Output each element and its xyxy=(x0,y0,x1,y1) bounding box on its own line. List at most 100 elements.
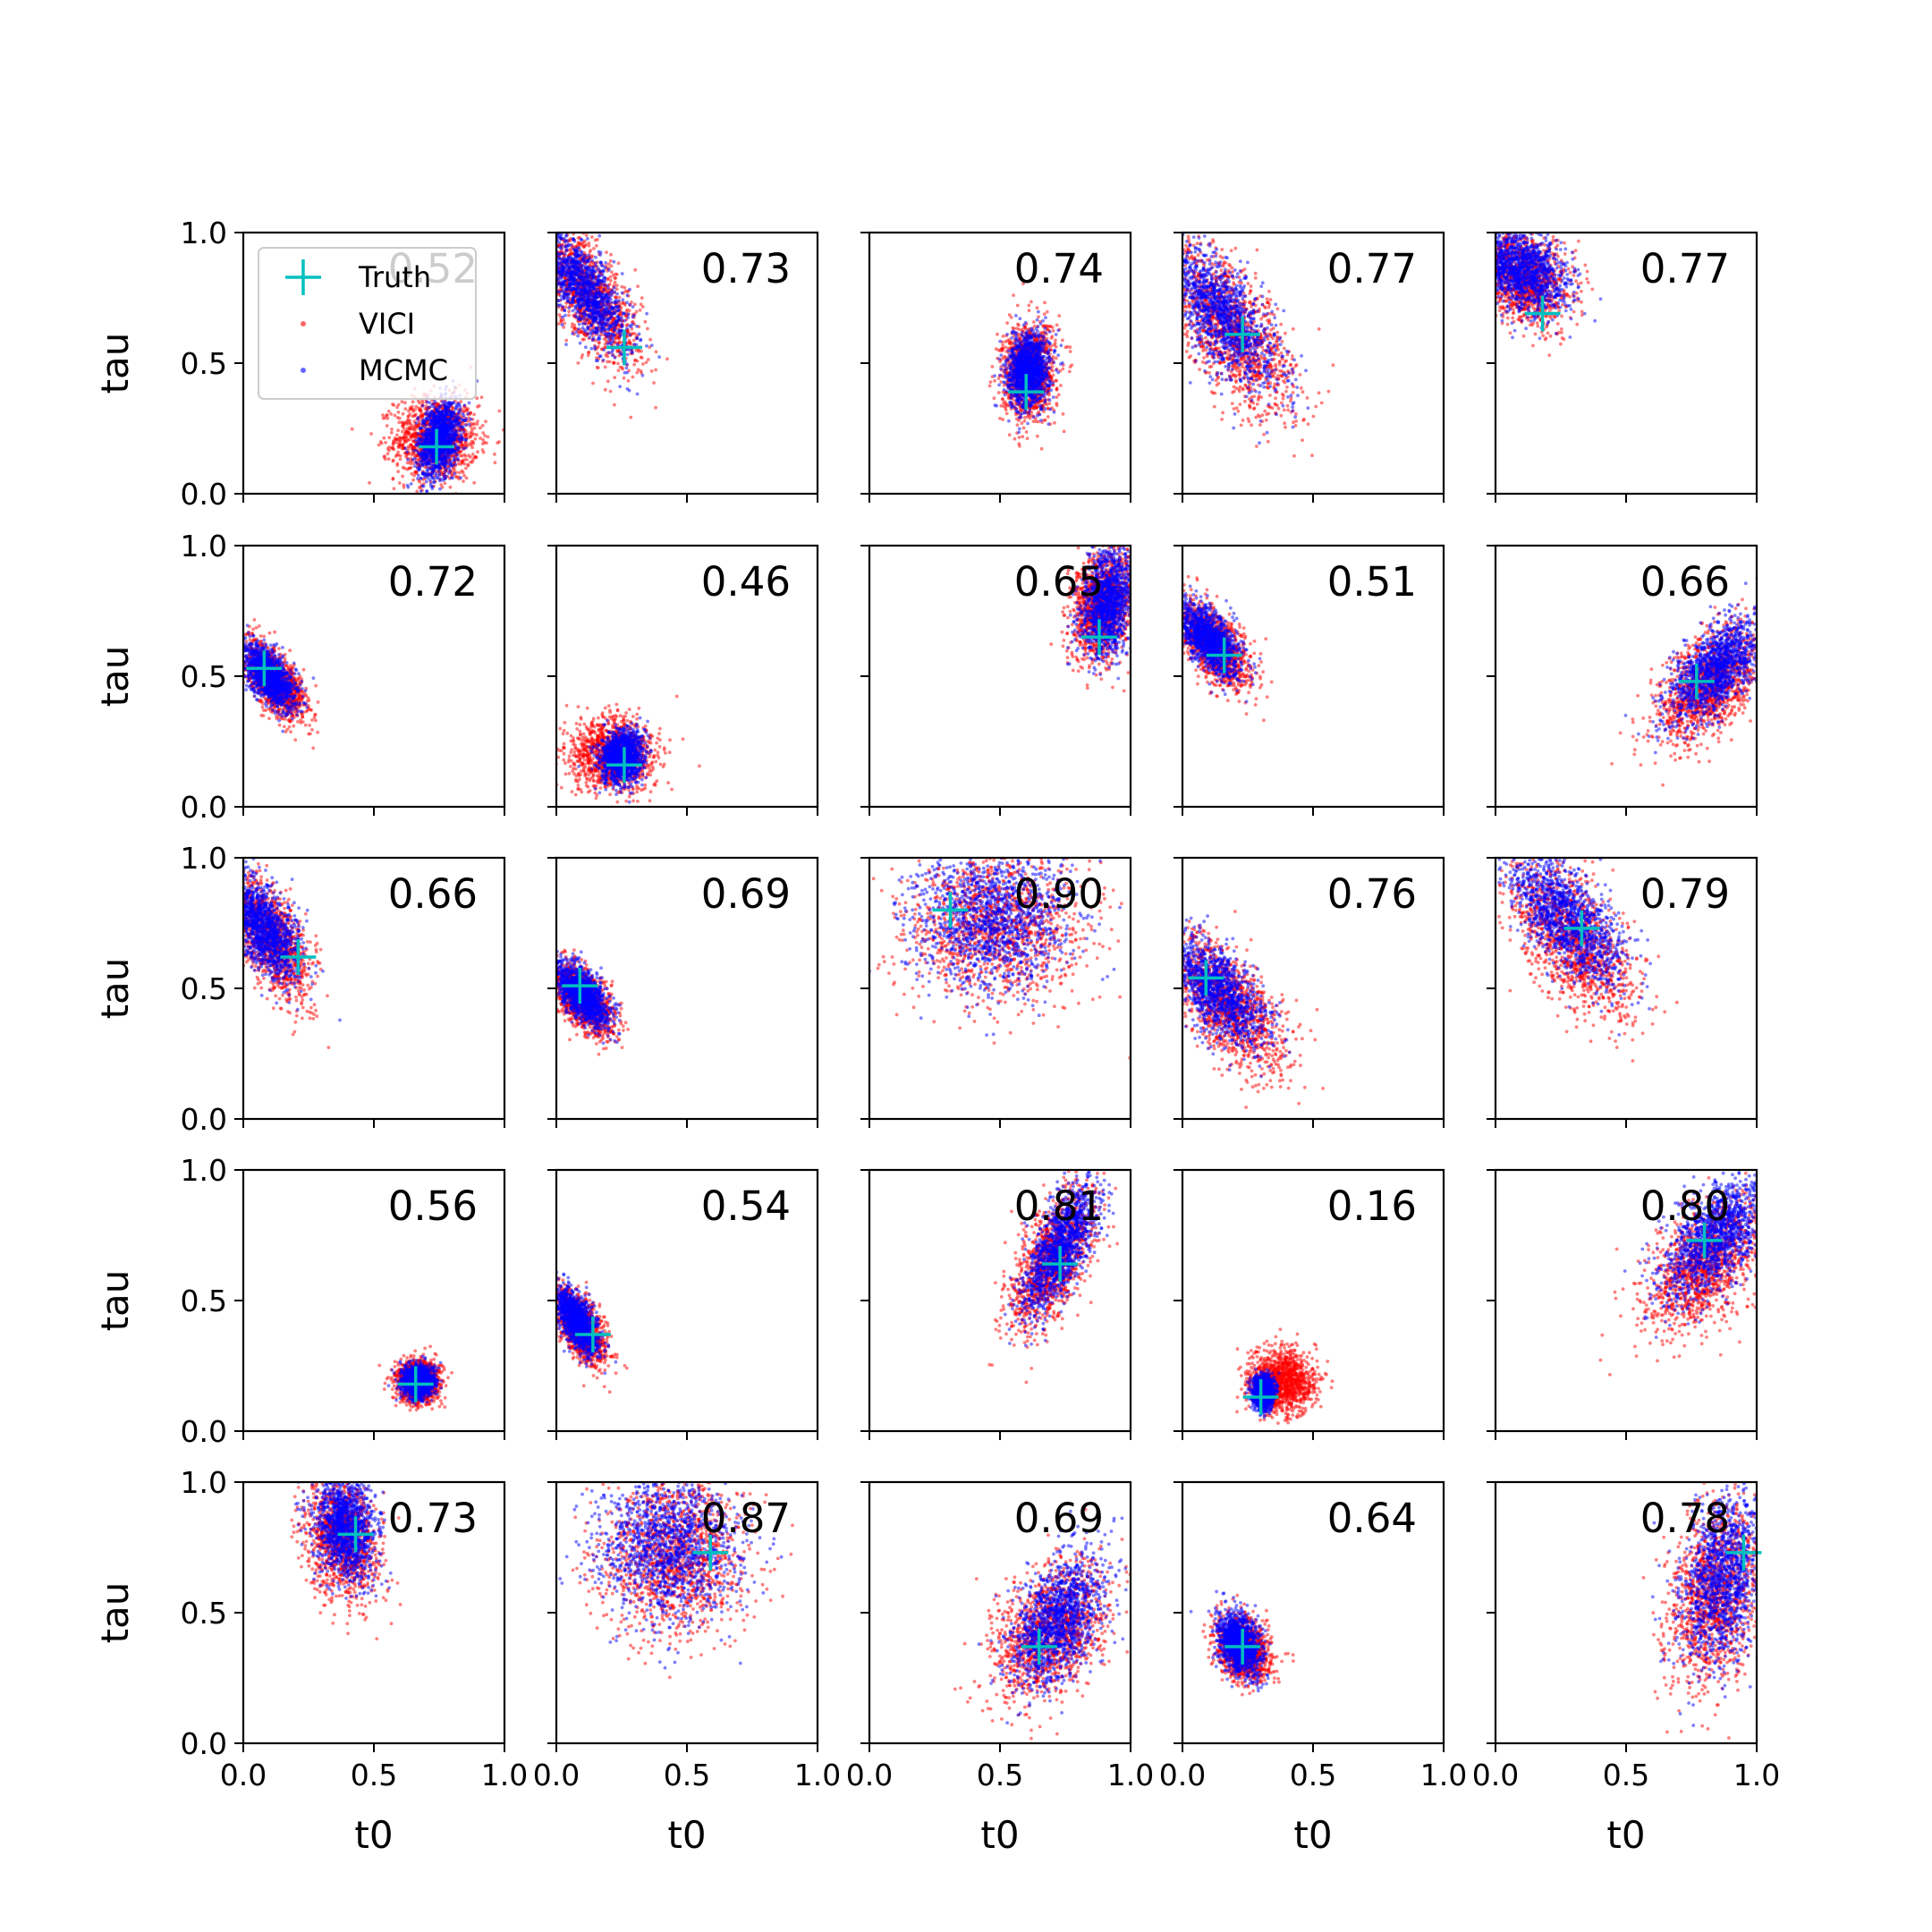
mcmc-samples-point xyxy=(631,316,635,319)
vici-samples-point xyxy=(471,453,475,456)
y-tick-label: 0.5 xyxy=(181,346,227,381)
mcmc-samples-point xyxy=(606,327,610,331)
mcmc-samples-point xyxy=(595,292,598,296)
vici-samples-point xyxy=(613,376,616,379)
vici-samples-point xyxy=(395,406,399,410)
vici-samples-point xyxy=(414,412,418,416)
mcmc-samples-point xyxy=(461,412,464,416)
vici-samples-point xyxy=(636,284,640,288)
vici-samples-point xyxy=(472,481,476,485)
mcmc-samples-point xyxy=(446,427,450,430)
mcmc-samples-point xyxy=(440,410,444,413)
vici-samples-point xyxy=(610,270,614,274)
mcmc-samples-point xyxy=(426,469,429,472)
mcmc-samples-point xyxy=(445,413,449,417)
mcmc-samples-point xyxy=(613,286,616,290)
mcmc-samples-point xyxy=(622,311,625,315)
mcmc-samples-point xyxy=(579,342,582,345)
vici-samples-point xyxy=(581,338,585,342)
mcmc-samples-point xyxy=(641,374,645,377)
vici-samples-point xyxy=(386,417,390,420)
mcmc-samples-point xyxy=(599,260,603,264)
mcmc-samples-point xyxy=(586,237,589,241)
vici-samples-point xyxy=(406,462,410,465)
vici-samples-point xyxy=(608,360,612,364)
mcmc-samples-point xyxy=(625,293,629,297)
vici-samples-point xyxy=(394,414,397,418)
mcmc-samples-point xyxy=(444,470,447,473)
mcmc-samples-point xyxy=(598,337,602,341)
mcmc-samples-point xyxy=(603,311,606,315)
vici-samples-point xyxy=(402,412,405,416)
vici-samples-point xyxy=(640,350,643,353)
vici-samples-point xyxy=(633,268,637,272)
mcmc-samples-point xyxy=(415,443,419,446)
mcmc-samples-point xyxy=(439,450,443,453)
mcmc-samples-point xyxy=(626,316,630,319)
vici-samples-point xyxy=(407,431,411,435)
mcmc-samples-point xyxy=(414,461,418,464)
vici-samples-point xyxy=(396,470,400,473)
vici-samples-point xyxy=(369,432,373,436)
mcmc-samples-point xyxy=(447,434,451,437)
vici-samples-point xyxy=(418,409,421,412)
mcmc-samples-point xyxy=(434,472,437,476)
vici-samples-point xyxy=(408,428,411,431)
mcmc-samples-point xyxy=(582,257,586,260)
vici-samples-point xyxy=(392,460,395,463)
mcmc-samples-point xyxy=(620,319,623,323)
mcmc-samples-point xyxy=(578,318,581,322)
vici-samples-point xyxy=(614,281,617,284)
vici-samples-point xyxy=(475,433,479,436)
mcmc-samples-point xyxy=(590,258,594,262)
vici-samples-point xyxy=(398,440,402,444)
vici-samples-point xyxy=(647,358,650,361)
mcmc-samples-point xyxy=(416,477,419,480)
mcmc-samples-point xyxy=(631,305,635,309)
mcmc-samples-point xyxy=(425,431,428,435)
vici-samples-point xyxy=(415,490,419,494)
vici-samples-point xyxy=(387,449,391,453)
vici-samples-point xyxy=(470,428,474,431)
mcmc-samples-point xyxy=(454,445,458,449)
vici-samples-point xyxy=(402,483,405,487)
mcmc-samples-point xyxy=(592,329,596,333)
vici-samples-point xyxy=(583,240,587,243)
mcmc-samples-point xyxy=(462,430,466,434)
vici-samples-point xyxy=(484,419,487,423)
mcmc-samples-point xyxy=(462,419,465,422)
vici-samples-point xyxy=(379,440,383,444)
vici-samples-point xyxy=(411,405,414,409)
mcmc-samples-point xyxy=(436,409,439,412)
mcmc-samples-point xyxy=(432,413,436,417)
vici-samples-point xyxy=(609,390,613,394)
vici-samples-point xyxy=(466,462,470,466)
vici-samples-point xyxy=(628,339,631,343)
mcmc-samples-point xyxy=(577,327,580,331)
vici-samples-point xyxy=(390,428,394,431)
vici-samples-point xyxy=(464,467,468,470)
mcmc-samples-point xyxy=(425,428,428,431)
mcmc-samples-point xyxy=(559,277,563,281)
mcmc-samples-point xyxy=(436,414,439,418)
vici-samples-point xyxy=(414,405,418,409)
mcmc-samples-point xyxy=(422,442,426,445)
vici-samples-point xyxy=(476,422,479,426)
mcmc-samples-point xyxy=(602,348,606,352)
mcmc-samples-point xyxy=(416,418,419,421)
mcmc-samples-point xyxy=(580,250,583,253)
mcmc-samples-point xyxy=(464,437,468,441)
mcmc-samples-point xyxy=(445,424,449,428)
vici-samples-point xyxy=(469,461,472,464)
vici-samples-point xyxy=(481,424,485,428)
mcmc-samples-point xyxy=(454,434,458,437)
vici-samples-point xyxy=(392,403,395,407)
mcmc-samples-point xyxy=(459,405,462,409)
vici-samples-point xyxy=(407,446,411,450)
mcmc-samples-point xyxy=(410,482,413,486)
vici-samples-point xyxy=(580,353,584,357)
mcmc-samples-point xyxy=(453,472,456,476)
mcmc-samples-point xyxy=(563,309,566,312)
mcmc-samples-point xyxy=(467,411,470,415)
vici-samples-point xyxy=(497,410,501,413)
